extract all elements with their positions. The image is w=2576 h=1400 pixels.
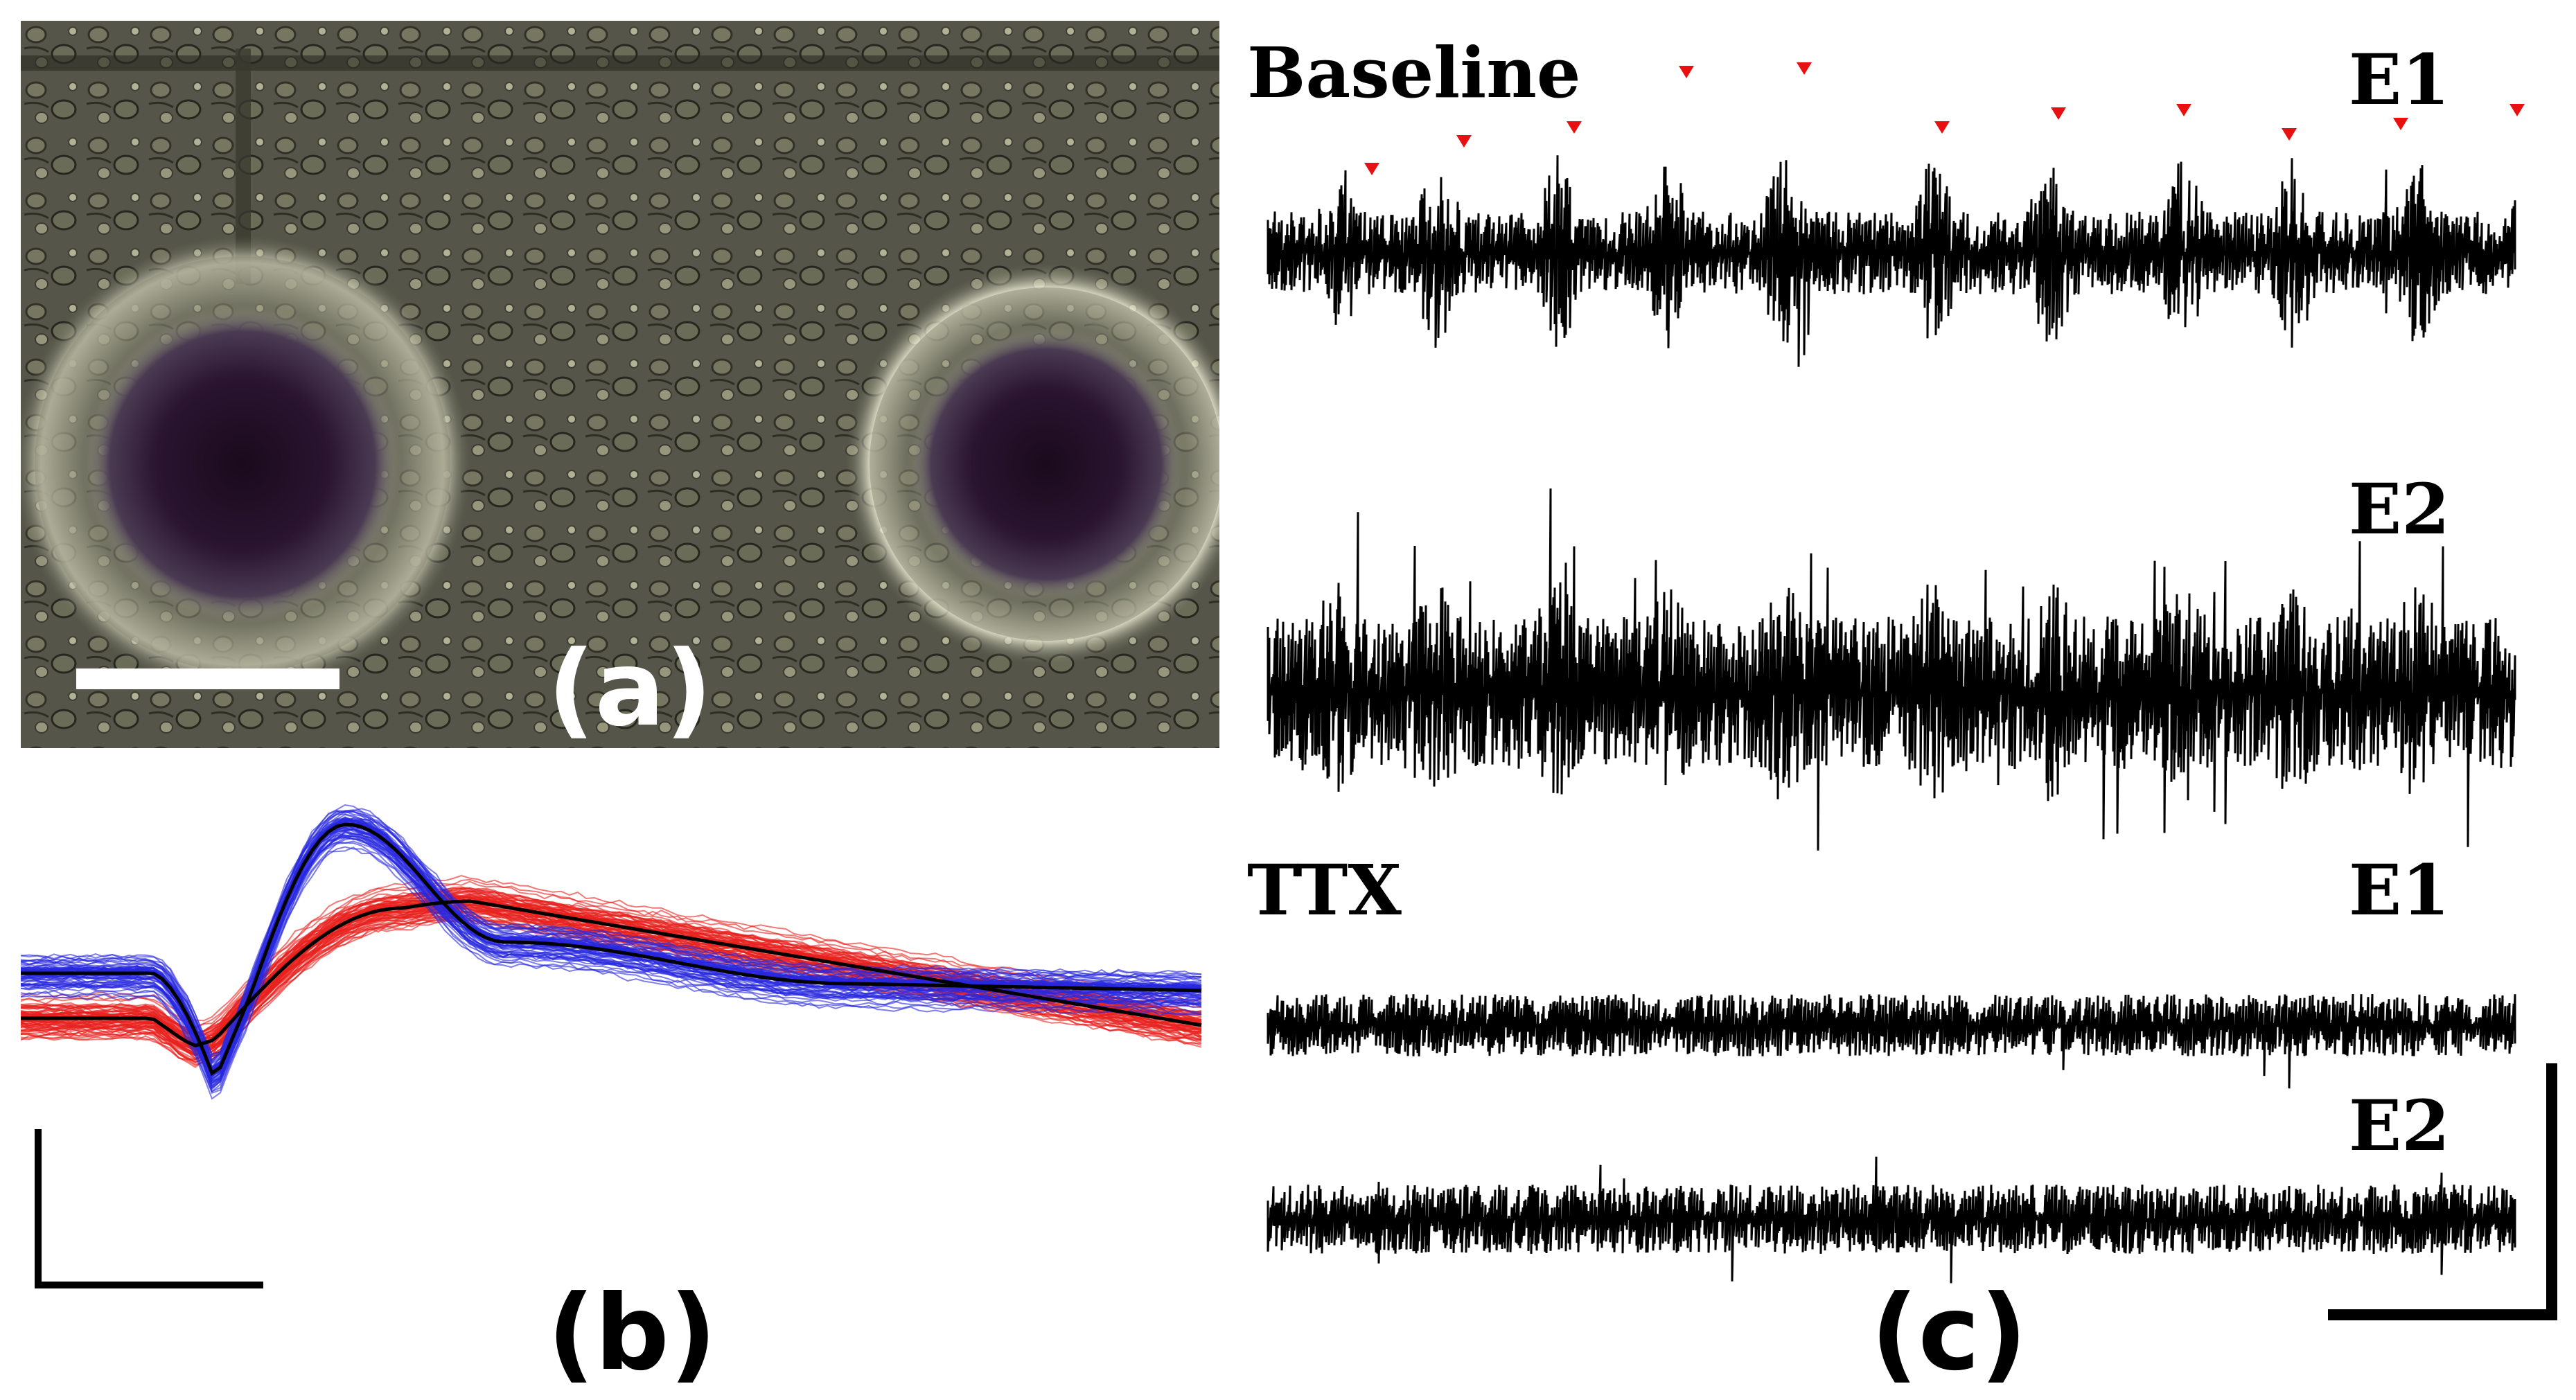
panel-label-c: (c) bbox=[1871, 1273, 2028, 1394]
burst-marker bbox=[2282, 128, 2297, 141]
unit2-waveform-trace bbox=[20, 810, 1202, 1063]
unit2-waveform-trace bbox=[20, 847, 1202, 1100]
scale-bar bbox=[76, 668, 339, 689]
burst-markers bbox=[1364, 62, 2525, 175]
unit2-waveform-trace bbox=[20, 840, 1202, 1093]
panel-label-a: (a) bbox=[547, 629, 713, 748]
ttx-e2-label: E2 bbox=[2349, 1085, 2450, 1167]
waveform-plot bbox=[20, 804, 1202, 1288]
burst-marker bbox=[1456, 135, 1472, 148]
burst-marker bbox=[2176, 104, 2191, 116]
unit2-waveform-trace bbox=[20, 813, 1202, 1067]
burst-marker bbox=[2051, 107, 2066, 120]
baseline-e2-label: E2 bbox=[2349, 468, 2450, 550]
burst-marker bbox=[1934, 121, 1950, 134]
unit2-mean-waveform bbox=[21, 822, 1202, 1076]
baseline-label: Baseline bbox=[1247, 32, 1581, 114]
panel-label-b: (b) bbox=[547, 1273, 717, 1394]
burst-marker bbox=[1567, 121, 1582, 134]
trace-baseline-e1 bbox=[1267, 155, 2516, 367]
burst-marker bbox=[1364, 163, 1379, 175]
trace-plot bbox=[1267, 62, 2557, 1320]
micrograph-panel: (a) bbox=[21, 21, 1219, 748]
burst-marker bbox=[2393, 118, 2408, 130]
burst-marker bbox=[2509, 104, 2525, 116]
trace-baseline-e2 bbox=[1267, 488, 2516, 851]
unit2-waveform-trace bbox=[20, 842, 1202, 1093]
traces-panel: Baseline E1 E2 TTX E1 E2 (c) bbox=[1247, 0, 2576, 1400]
unit2-waveform-trace bbox=[20, 808, 1202, 1055]
unit2-waveform-trace bbox=[20, 831, 1202, 1085]
burst-marker bbox=[1797, 62, 1812, 75]
unit2-waveform-trace bbox=[20, 846, 1202, 1095]
trace-ttx-e2 bbox=[1267, 1156, 2516, 1284]
ttx-e1-label: E1 bbox=[2349, 849, 2450, 931]
baseline-e1-label: E1 bbox=[2349, 39, 2450, 121]
trace-ttx-e1 bbox=[1267, 993, 2516, 1089]
unit1-waveform-trace bbox=[20, 874, 1202, 1022]
unit2-waveform-trace bbox=[20, 832, 1202, 1087]
unit2-waveform-trace bbox=[20, 838, 1202, 1088]
micrograph-image bbox=[21, 21, 1219, 748]
ttx-label: TTX bbox=[1247, 849, 1402, 931]
waveform-panel: (b) bbox=[20, 769, 1219, 1385]
unit1-mean-waveform bbox=[21, 899, 1202, 1048]
burst-marker bbox=[1679, 66, 1694, 78]
